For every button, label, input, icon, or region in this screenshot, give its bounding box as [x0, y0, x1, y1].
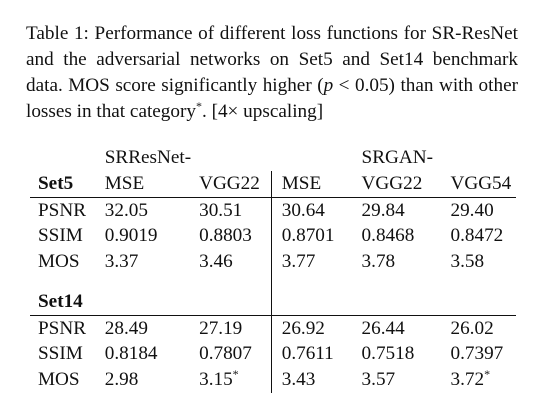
table-row: PSNR 28.49 27.19 26.92 26.44 26.02 [30, 314, 516, 341]
column-header: VGG22 [361, 173, 423, 195]
table-cell: 0.8701 [270, 223, 354, 249]
section-name-set14: Set14 [38, 291, 83, 313]
table-cell: 26.02 [442, 314, 516, 341]
table-cell: 3.58 [450, 251, 485, 273]
group-header-srresnet: SRResNet- [104, 147, 192, 169]
column-header: VGG54 [450, 173, 512, 195]
results-table-container: SRResNet- SRGAN- Set5 MSE VGG22 MSE VGG2… [30, 145, 516, 393]
column-header: VGG22 [199, 173, 260, 195]
section-header-row: Set14 [30, 289, 516, 315]
table-cell: 3.57 [361, 369, 396, 391]
table-cell: 32.05 [96, 196, 192, 223]
table-cell: 30.64 [270, 196, 354, 223]
table-cell: 26.92 [270, 314, 354, 341]
table-row: PSNR 32.05 30.51 30.64 29.84 29.40 [30, 196, 516, 223]
table-cell: 29.84 [353, 196, 443, 223]
section-spacer [30, 275, 516, 289]
caption-text-2: < 0.05) than with other losses in that c… [26, 75, 518, 122]
caption-text-1: Table 1: Performance of different loss f… [26, 23, 518, 96]
table-row: SSIM 0.9019 0.8803 0.8701 0.8468 0.8472 [30, 223, 516, 249]
table-cell: 0.8803 [199, 225, 252, 247]
table-cell: 29.40 [442, 196, 516, 223]
group-header-empty [30, 145, 97, 171]
table-cell: 3.78 [361, 251, 396, 273]
section-name-set5: Set5 [38, 173, 74, 195]
table-cell: 30.51 [191, 196, 272, 223]
table-cell: 0.7807 [199, 343, 252, 365]
table-cell: 3.37 [104, 251, 139, 273]
significance-mark: * [232, 367, 239, 382]
table-row: MOS 2.98 3.15* 3.43 3.57 3.72* [30, 367, 516, 393]
table-cell: 0.8468 [361, 225, 415, 247]
table-cell: 3.72* [450, 367, 491, 391]
metric-label: PSNR [30, 196, 97, 223]
table-cell: 2.98 [104, 369, 139, 391]
table-cell: 0.7397 [450, 343, 504, 365]
group-header-row: SRResNet- SRGAN- [30, 145, 516, 171]
metric-label: MOS [38, 369, 80, 391]
column-header-row: Set5 MSE VGG22 MSE VGG22 VGG54 [30, 171, 516, 197]
metric-label: PSNR [30, 314, 97, 341]
table-cell: 0.8472 [450, 225, 504, 247]
results-table: SRResNet- SRGAN- Set5 MSE VGG22 MSE VGG2… [30, 145, 516, 393]
table-cell: 3.46 [199, 251, 233, 273]
caption-p-symbol: p [323, 75, 334, 96]
table-cell: 3.77 [270, 249, 354, 275]
table-cell: 3.15* [199, 367, 239, 391]
table-caption: Table 1: Performance of different loss f… [26, 21, 518, 125]
metric-label: SSIM [38, 343, 83, 365]
group-header-srgan: SRGAN- [361, 147, 433, 169]
table-cell: 3.43 [270, 367, 354, 393]
column-header: MSE [270, 171, 354, 197]
caption-asterisk: * [195, 99, 202, 113]
table-cell: 28.49 [96, 314, 192, 341]
table-cell: 26.44 [353, 314, 443, 341]
column-header: MSE [104, 173, 145, 195]
table-cell: 0.9019 [104, 225, 158, 247]
table-cell: 0.7611 [270, 341, 354, 367]
metric-label: SSIM [38, 225, 83, 247]
table-row: MOS 3.37 3.46 3.77 3.78 3.58 [30, 249, 516, 275]
significance-mark: * [484, 367, 491, 382]
table-cell: 0.8184 [104, 343, 158, 365]
table-row: SSIM 0.8184 0.7807 0.7611 0.7518 0.7397 [30, 341, 516, 367]
metric-label: MOS [38, 251, 80, 273]
table-cell: 0.7518 [361, 343, 415, 365]
table-cell: 27.19 [191, 314, 272, 341]
caption-text-3: . [4× upscaling] [201, 101, 324, 122]
